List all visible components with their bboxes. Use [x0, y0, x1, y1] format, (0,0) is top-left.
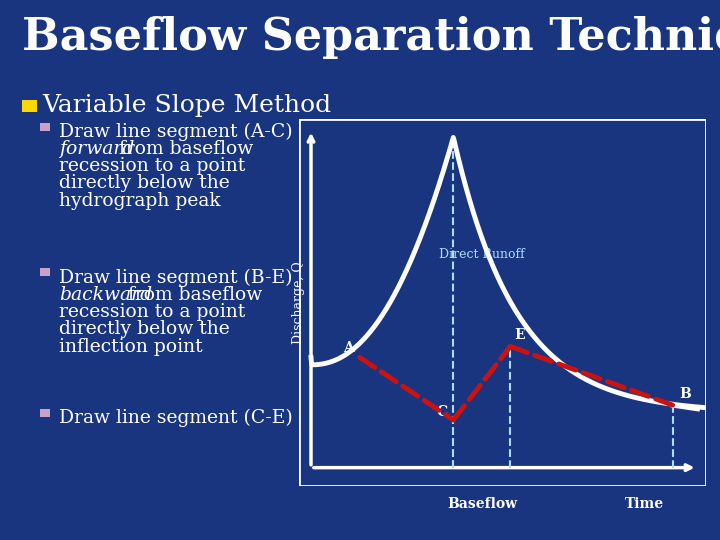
- Text: hydrograph peak: hydrograph peak: [59, 192, 220, 210]
- Text: Variable Slope Method: Variable Slope Method: [42, 94, 331, 117]
- Text: Time: Time: [625, 497, 664, 511]
- Text: recession to a point: recession to a point: [59, 157, 246, 175]
- Text: C: C: [436, 405, 447, 419]
- Bar: [40, 268, 50, 276]
- Text: Draw line segment (B-E): Draw line segment (B-E): [59, 268, 292, 287]
- Text: Draw line segment (A-C): Draw line segment (A-C): [59, 123, 292, 141]
- Text: backward: backward: [59, 286, 152, 303]
- Bar: [40, 123, 50, 131]
- Text: Baseflow Separation Techniques: Baseflow Separation Techniques: [22, 16, 720, 59]
- Text: forward: forward: [59, 140, 135, 158]
- Text: A: A: [343, 341, 354, 355]
- Text: directly below the: directly below the: [59, 174, 230, 192]
- Text: Direct Runoff: Direct Runoff: [439, 248, 525, 261]
- Text: E: E: [514, 328, 525, 342]
- Text: inflection point: inflection point: [59, 338, 202, 355]
- Text: Draw line segment (C-E): Draw line segment (C-E): [59, 409, 293, 427]
- Text: from baseflow: from baseflow: [122, 286, 263, 303]
- Bar: [299, 119, 706, 486]
- Text: from baseflow: from baseflow: [113, 140, 253, 158]
- Text: Discharge, Q: Discharge, Q: [292, 261, 305, 344]
- Bar: [40, 409, 50, 417]
- Text: B: B: [679, 387, 691, 401]
- Bar: [22, 100, 37, 112]
- Text: recession to a point: recession to a point: [59, 303, 246, 321]
- Text: Baseflow: Baseflow: [447, 497, 517, 511]
- Text: directly below the: directly below the: [59, 320, 230, 338]
